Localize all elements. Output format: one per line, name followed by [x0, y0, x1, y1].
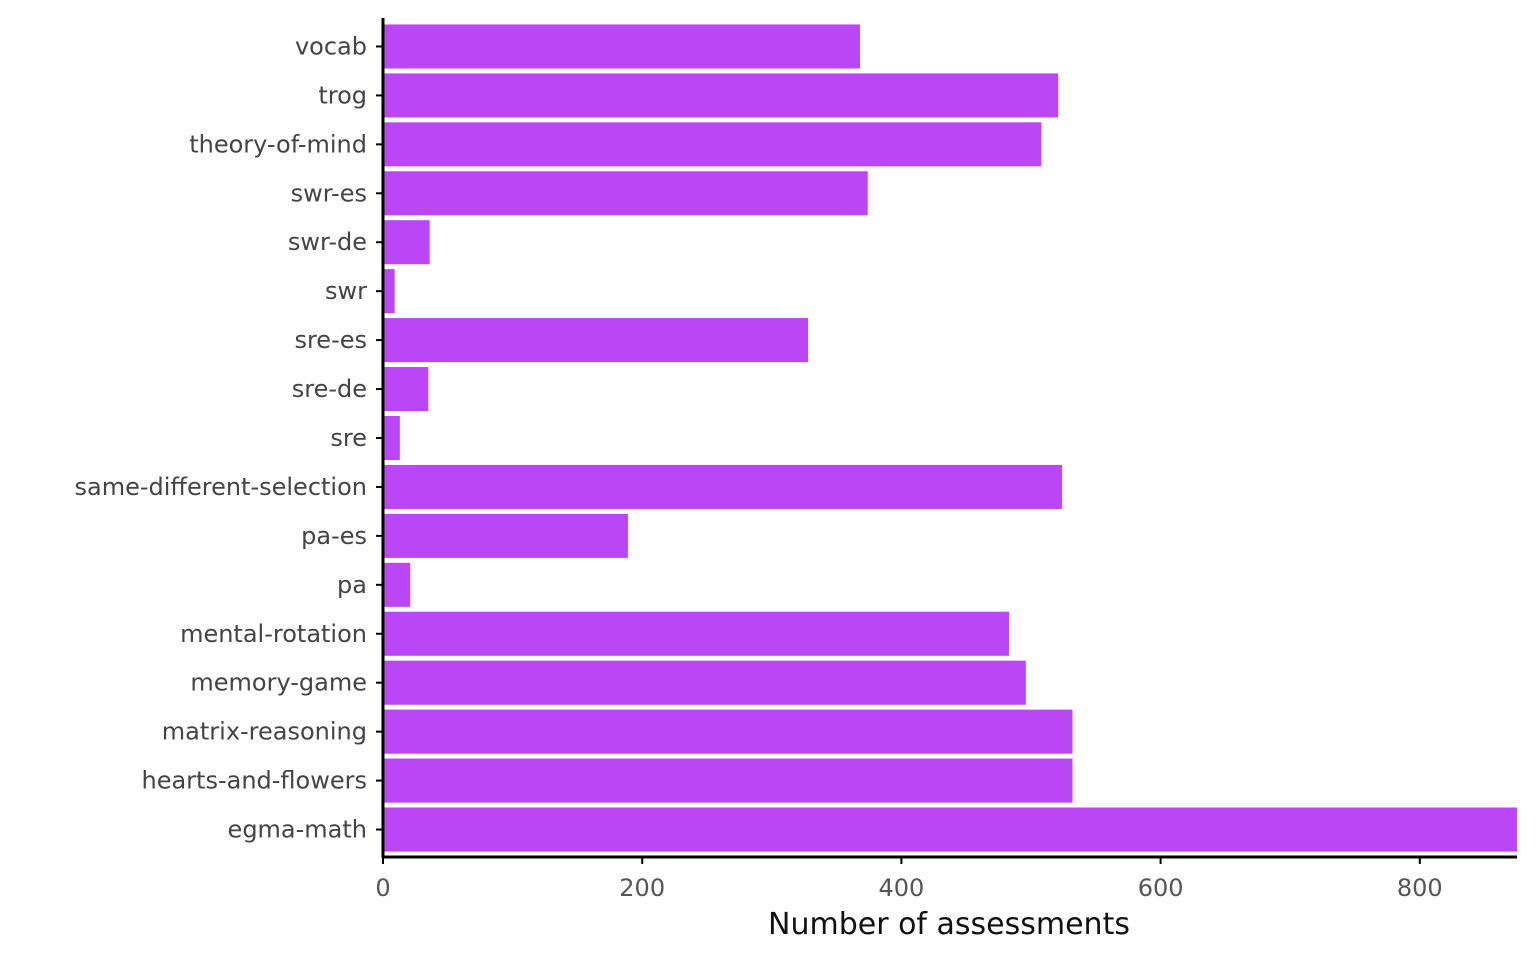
- y-tick-label: hearts-and-flowers: [141, 767, 367, 795]
- bar: [383, 660, 1026, 705]
- x-tick-label: 400: [878, 874, 924, 902]
- bar: [383, 464, 1063, 509]
- x-tick-label: 0: [375, 874, 390, 902]
- bar: [383, 807, 1517, 852]
- bar: [383, 269, 395, 314]
- y-tick-label: trog: [318, 81, 367, 109]
- y-axis: vocab trog theory-of-mind swr-es swr-de swr sr…: [75, 18, 385, 858]
- y-tick-label: theory-of-mind: [189, 130, 367, 158]
- y-tick-label: swr-de: [288, 228, 367, 256]
- bar: [383, 415, 400, 461]
- bar: [383, 24, 860, 69]
- bar: [383, 709, 1073, 754]
- y-tick-label: pa: [337, 571, 367, 599]
- bar: [383, 171, 868, 216]
- x-axis: 0 200 400 600 800: [375, 855, 1517, 902]
- y-tick-label: vocab: [295, 32, 367, 60]
- y-tick-label: same-different-selection: [75, 473, 367, 501]
- bar: [383, 611, 1009, 656]
- bar: [383, 562, 411, 607]
- y-tick-label: sre-de: [292, 375, 367, 403]
- y-tick-label: matrix-reasoning: [162, 718, 367, 746]
- y-tick-label: memory-game: [190, 669, 367, 697]
- y-tick-label: swr-es: [291, 179, 367, 207]
- x-tick-label: 200: [619, 874, 665, 902]
- x-axis-title: Number of assessments: [768, 907, 1130, 942]
- x-tick-label: 800: [1397, 874, 1443, 902]
- x-tick-label: 600: [1138, 874, 1184, 902]
- bar: [383, 367, 429, 412]
- bar: [383, 73, 1059, 118]
- bar: [383, 122, 1042, 167]
- y-tick-label: sre-es: [294, 326, 367, 354]
- bar: [383, 758, 1073, 803]
- y-tick-label: sre: [330, 424, 367, 452]
- bars-layer: [383, 24, 1517, 852]
- bar: [383, 220, 430, 265]
- bar: [383, 318, 809, 363]
- y-tick-label: swr: [325, 277, 367, 305]
- y-tick-label: egma-math: [228, 816, 367, 844]
- bar: [383, 513, 628, 558]
- y-tick-label: pa-es: [301, 522, 367, 550]
- y-tick-label: mental-rotation: [180, 620, 367, 648]
